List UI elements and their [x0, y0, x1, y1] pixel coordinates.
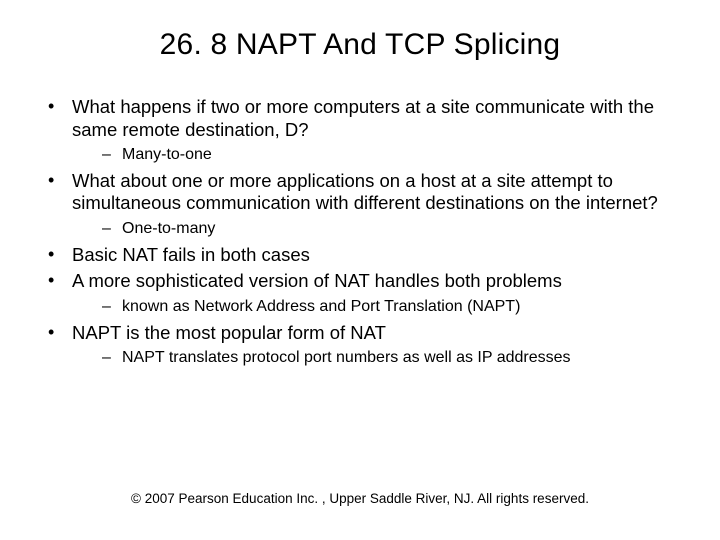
- sub-list: Many-to-one: [72, 145, 680, 166]
- slide-title: 26. 8 NAPT And TCP Splicing: [40, 28, 680, 62]
- copyright-footer: © 2007 Pearson Education Inc. , Upper Sa…: [0, 491, 720, 506]
- list-item-text: NAPT is the most popular form of NAT: [72, 322, 386, 343]
- list-item: What about one or more applications on a…: [40, 170, 680, 240]
- sub-list-item: known as Network Address and Port Transl…: [72, 297, 680, 318]
- list-item: What happens if two or more computers at…: [40, 96, 680, 166]
- list-item: Basic NAT fails in both cases: [40, 244, 680, 267]
- list-item: A more sophisticated version of NAT hand…: [40, 270, 680, 317]
- slide: 26. 8 NAPT And TCP Splicing What happens…: [0, 0, 720, 540]
- sub-list-item: Many-to-one: [72, 145, 680, 166]
- list-item-text: What about one or more applications on a…: [72, 170, 658, 214]
- list-item-text: A more sophisticated version of NAT hand…: [72, 270, 562, 291]
- bullet-list: What happens if two or more computers at…: [40, 96, 680, 369]
- sub-list-item: NAPT translates protocol port numbers as…: [72, 348, 680, 369]
- list-item-text: Basic NAT fails in both cases: [72, 244, 310, 265]
- sub-list-item: One-to-many: [72, 219, 680, 240]
- sub-list: known as Network Address and Port Transl…: [72, 297, 680, 318]
- sub-list: One-to-many: [72, 219, 680, 240]
- sub-list: NAPT translates protocol port numbers as…: [72, 348, 680, 369]
- list-item-text: What happens if two or more computers at…: [72, 96, 654, 140]
- list-item: NAPT is the most popular form of NAT NAPT…: [40, 322, 680, 369]
